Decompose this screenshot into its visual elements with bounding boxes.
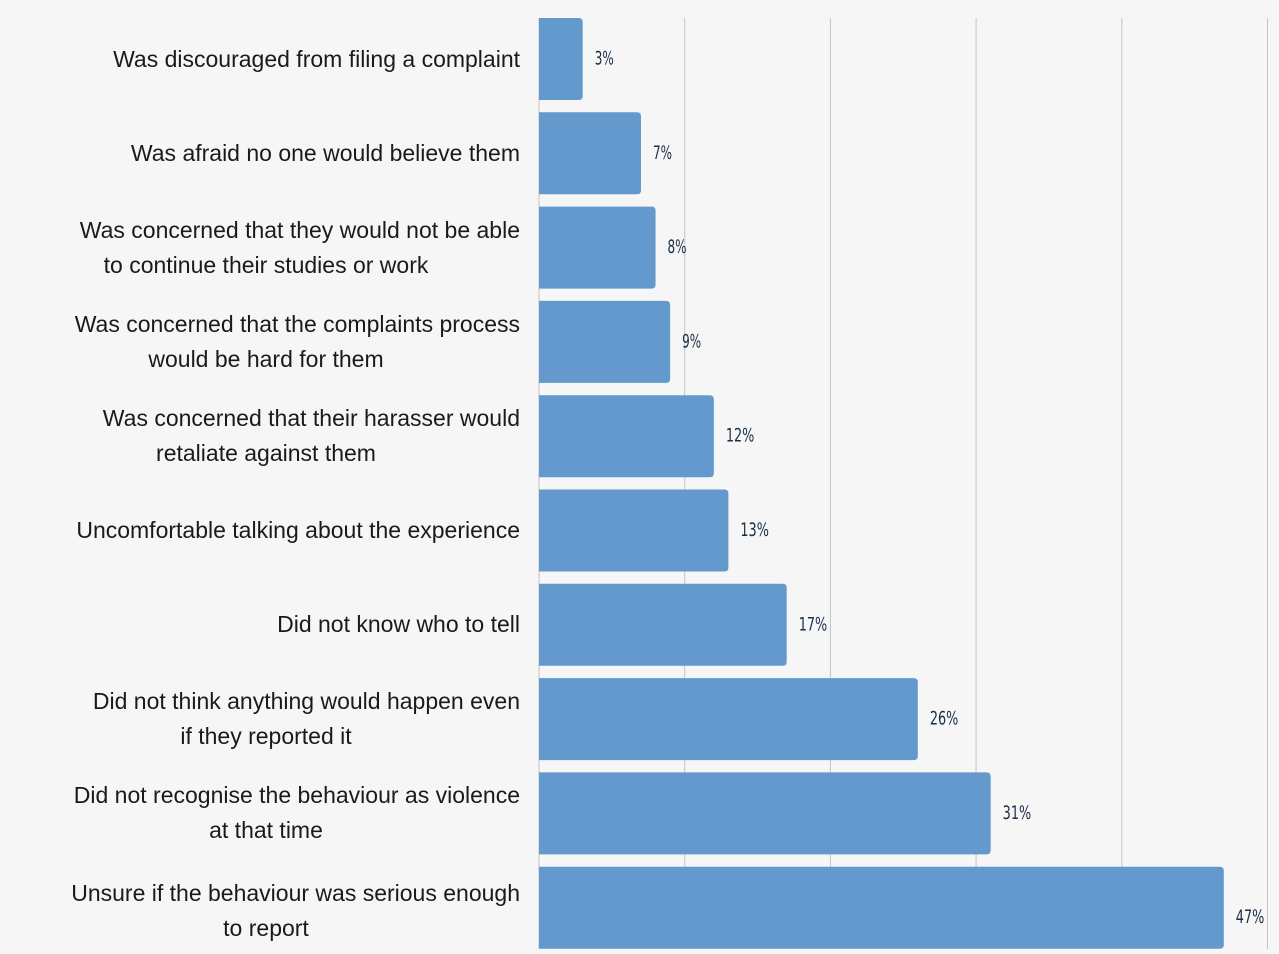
data-label-9: 31% <box>1003 802 1031 824</box>
category-label-10: Unsure if the behaviour was serious enou… <box>0 876 532 946</box>
category-label-8: Did not think anything would happen even… <box>0 684 532 754</box>
bar-6 <box>539 489 729 572</box>
category-label-line: at that time <box>209 817 323 844</box>
bar-4 <box>539 300 671 383</box>
category-label-line: if they reported it <box>180 723 352 750</box>
category-label-line: to report <box>223 914 309 941</box>
data-label-4: 9% <box>682 330 701 352</box>
bar-5 <box>539 395 714 478</box>
category-label-line: would be hard for them <box>148 345 384 372</box>
bar-2 <box>539 112 641 195</box>
category-label-line: Was afraid no one would believe them <box>130 139 520 166</box>
data-label-6: 13% <box>740 519 769 541</box>
category-label-line: retaliate against them <box>156 440 376 467</box>
category-label-line: Was concerned that the complaints proces… <box>74 310 520 337</box>
category-label-line: Unsure if the behaviour was serious enou… <box>71 879 520 906</box>
category-label-line: Did not recognise the behaviour as viole… <box>73 782 520 809</box>
category-label-line: Did not know who to tell <box>277 611 520 638</box>
data-label-7: 17% <box>799 613 828 635</box>
category-label-line: Uncomfortable talking about the experien… <box>76 517 520 543</box>
category-label-4: Was concerned that the complaints proces… <box>0 307 532 377</box>
category-label-2: Was afraid no one would believe them <box>0 136 520 171</box>
category-label-9: Did not recognise the behaviour as viole… <box>0 778 532 848</box>
category-label-line: Was concerned that their harasser would <box>102 405 520 432</box>
bar-1 <box>539 18 583 100</box>
data-label-5: 12% <box>726 425 755 447</box>
data-label-3: 8% <box>668 236 687 258</box>
category-label-line: Was concerned that they would not be abl… <box>79 216 520 243</box>
bar-7 <box>539 583 787 666</box>
category-label-line: Did not think anything would happen even <box>92 688 520 715</box>
category-label-line: Was discouraged from filing a complaint <box>113 45 520 72</box>
bar-9 <box>539 772 991 855</box>
category-label-5: Was concerned that their harasser would r… <box>0 401 532 471</box>
data-label-8: 26% <box>930 708 959 730</box>
bar-3 <box>539 206 656 289</box>
data-label-2: 7% <box>653 142 672 164</box>
data-label-10: 47% <box>1236 906 1265 928</box>
category-label-line: to continue their studies or work <box>103 251 429 278</box>
category-label-3: Was concerned that they would not be abl… <box>0 213 532 283</box>
category-label-1: Was discouraged from filing a complaint <box>0 42 520 77</box>
data-label-1: 3% <box>595 48 614 70</box>
bar-8 <box>539 678 918 761</box>
category-label-7: Did not know who to tell <box>0 607 520 642</box>
category-label-6: Uncomfortable talking about the experien… <box>0 513 520 548</box>
bar-10 <box>539 866 1224 949</box>
